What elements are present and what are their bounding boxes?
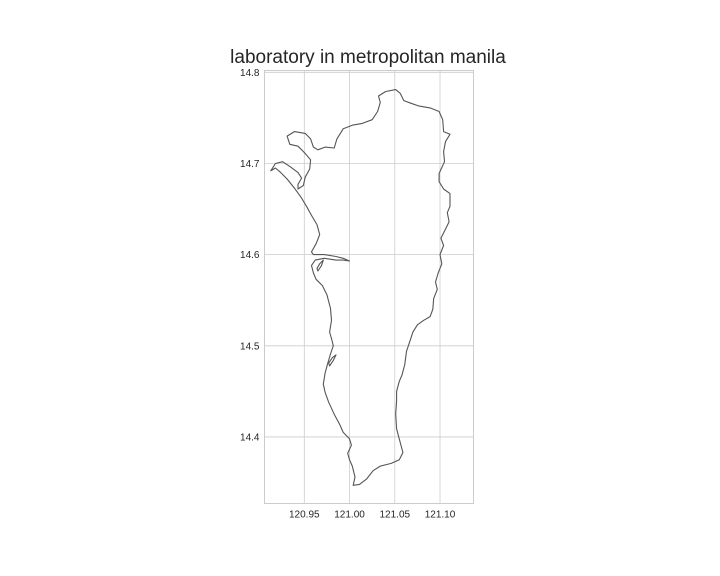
y-tick-label: 14.5	[240, 341, 260, 352]
y-tick-label: 14.6	[240, 250, 260, 261]
islet-boundary	[316, 259, 324, 272]
axes-frame	[264, 70, 474, 504]
axis-ticks: 120.95 121.00 121.05 121.10 14.8 14.7 14…	[240, 68, 456, 521]
grid-lines	[264, 70, 474, 504]
y-tick-label: 14.7	[240, 159, 260, 170]
islet-boundary	[328, 354, 337, 367]
y-tick-label: 14.4	[240, 432, 260, 443]
map-title: laboratory in metropolitan manila	[230, 47, 506, 68]
boundary-layer	[270, 89, 451, 486]
x-tick-label: 120.95	[289, 510, 320, 521]
metro-manila-boundary	[270, 89, 451, 486]
x-tick-label: 121.00	[334, 510, 365, 521]
x-tick-label: 121.10	[425, 510, 456, 521]
x-tick-label: 121.05	[379, 510, 410, 521]
y-tick-label: 14.8	[240, 68, 260, 79]
